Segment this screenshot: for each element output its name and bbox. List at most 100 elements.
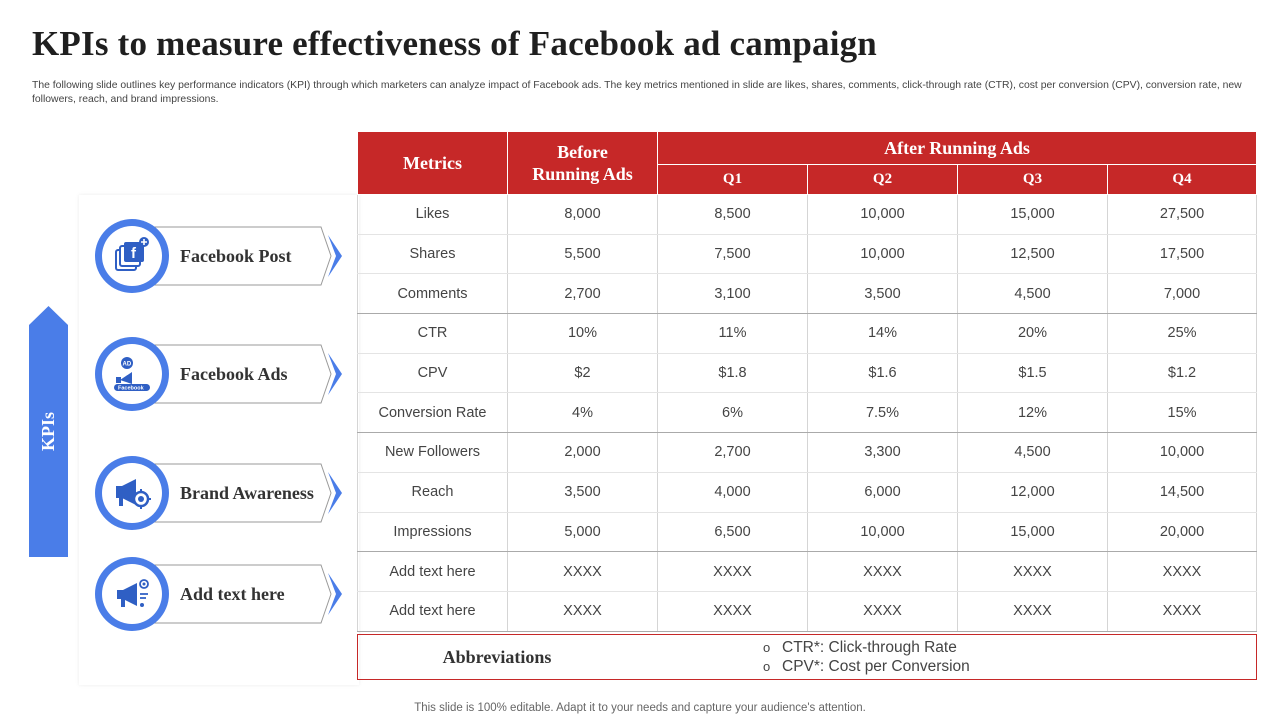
table-cell: 4,000 — [657, 472, 808, 513]
table-cell: 12,000 — [957, 472, 1108, 513]
table-cell: 10,000 — [807, 194, 958, 235]
table-row: Conversion Rate 4% 6% 7.5% 12% 15% — [357, 392, 1258, 434]
table-cell: XXXX — [807, 551, 958, 592]
metric-name-cell: Impressions — [357, 512, 508, 553]
tag-shape — [135, 463, 342, 523]
table-cell: $1.8 — [657, 353, 808, 394]
table-cell: 11% — [657, 313, 808, 354]
svg-text:AD: AD — [123, 362, 132, 368]
table-row: Impressions 5,000 6,500 10,000 15,000 20,000 — [357, 512, 1258, 553]
table-cell: 15% — [1107, 392, 1258, 434]
table-cell: 2,700 — [507, 273, 658, 315]
table-cell: 5,500 — [507, 234, 658, 275]
table-cell: 3,500 — [807, 273, 958, 315]
tag-shape — [135, 344, 342, 404]
table-cell: 15,000 — [957, 512, 1108, 553]
svg-text:f: f — [131, 245, 137, 262]
metric-name-cell: Add text here — [357, 591, 508, 632]
footer-note: This slide is 100% editable. Adapt it to… — [414, 702, 866, 714]
table-cell: 6,500 — [657, 512, 808, 553]
metric-name-cell: Add text here — [357, 551, 508, 592]
table-cell: 10% — [507, 313, 658, 354]
table-row: CPV $2 $1.8 $1.6 $1.5 $1.2 — [357, 353, 1258, 394]
header-metrics: Metrics — [357, 131, 508, 195]
table-cell: XXXX — [957, 591, 1108, 632]
facebook-ads-icon: AD Facebook — [95, 337, 169, 411]
table-cell: 27,500 — [1107, 194, 1258, 235]
table-cell: 2,700 — [657, 432, 808, 473]
table-cell: 12,500 — [957, 234, 1108, 275]
up-arrow-icon — [29, 306, 68, 557]
table-cell: XXXX — [1107, 551, 1258, 592]
abbreviations-list: CTR*: Click-through Rate CPV*: Cost per … — [763, 638, 970, 676]
header-q4: Q4 — [1106, 164, 1258, 195]
kpi-table: Metrics Before Running Ads After Running … — [357, 131, 1258, 632]
table-cell: 17,500 — [1107, 234, 1258, 275]
abbreviation-item: CTR*: Click-through Rate — [763, 638, 970, 657]
table-cell: XXXX — [1107, 591, 1258, 632]
table-row: Add text here XXXX XXXX XXXX XXXX XXXX — [357, 551, 1258, 592]
metric-name-cell: CPV — [357, 353, 508, 394]
table-cell: 5,000 — [507, 512, 658, 553]
page-subtitle: The following slide outlines key perform… — [32, 80, 1242, 105]
megaphone-icon — [95, 557, 169, 631]
table-cell: 7,000 — [1107, 273, 1258, 315]
table-cell: 12% — [957, 392, 1108, 434]
table-cell: $2 — [507, 353, 658, 394]
table-cell: 10,000 — [807, 234, 958, 275]
table-cell: 4,500 — [957, 432, 1108, 473]
table-row: New Followers 2,000 2,700 3,300 4,500 10,000 — [357, 432, 1258, 473]
table-row: Add text here XXXX XXXX XXXX XXXX XXXX — [357, 591, 1258, 632]
kpi-item-label: Brand Awareness — [180, 482, 314, 503]
table-cell: 8,500 — [657, 194, 808, 235]
kpi-item-label: Facebook Post — [180, 245, 292, 266]
table-cell: 20,000 — [1107, 512, 1258, 553]
brand-awareness-icon — [95, 456, 169, 530]
table-row: Comments 2,700 3,100 3,500 4,500 7,000 — [357, 273, 1258, 315]
kpi-item-facebook-ads: AD Facebook Facebook Ads — [95, 337, 347, 411]
table-cell: 15,000 — [957, 194, 1108, 235]
kpi-arrow-label: KPIs — [38, 411, 59, 452]
table-cell: 25% — [1107, 313, 1258, 354]
abbreviation-item: CPV*: Cost per Conversion — [763, 657, 970, 676]
table-cell: 20% — [957, 313, 1108, 354]
table-cell: 8,000 — [507, 194, 658, 235]
table-cell: XXXX — [957, 551, 1108, 592]
metric-name-cell: Comments — [357, 273, 508, 315]
kpi-arrow — [29, 306, 68, 557]
tag-shape — [135, 564, 342, 624]
metric-name-cell: Likes — [357, 194, 508, 235]
table-cell: XXXX — [657, 551, 808, 592]
table-cell: 4,500 — [957, 273, 1108, 315]
kpi-item-brand-awareness: Brand Awareness — [95, 456, 347, 530]
table-row: Likes 8,000 8,500 10,000 15,000 27,500 — [357, 194, 1258, 235]
table-cell: 6% — [657, 392, 808, 434]
table-cell: 3,100 — [657, 273, 808, 315]
kpi-item-label: Add text here — [180, 583, 285, 604]
table-row: CTR 10% 11% 14% 20% 25% — [357, 313, 1258, 354]
table-cell: XXXX — [507, 551, 658, 592]
table-cell: $1.5 — [957, 353, 1108, 394]
kpi-item-facebook-post: f Facebook Post — [95, 219, 347, 293]
table-cell: 6,000 — [807, 472, 958, 513]
tag-shape — [135, 226, 342, 286]
table-cell: XXXX — [507, 591, 658, 632]
table-cell: XXXX — [807, 591, 958, 632]
metric-name-cell: CTR — [357, 313, 508, 354]
table-cell: 3,500 — [507, 472, 658, 513]
metric-name-cell: Shares — [357, 234, 508, 275]
kpi-item-add-text: Add text here — [95, 557, 347, 631]
table-cell: $1.2 — [1107, 353, 1258, 394]
table-cell: 3,300 — [807, 432, 958, 473]
table-cell: 4% — [507, 392, 658, 434]
metric-name-cell: New Followers — [357, 432, 508, 473]
header-q1: Q1 — [657, 164, 808, 195]
table-cell: 14% — [807, 313, 958, 354]
table-row: Reach 3,500 4,000 6,000 12,000 14,500 — [357, 472, 1258, 513]
table-cell: $1.6 — [807, 353, 958, 394]
svg-text:Facebook: Facebook — [118, 386, 145, 392]
facebook-post-icon: f — [95, 219, 169, 293]
table-cell: 2,000 — [507, 432, 658, 473]
header-q2: Q2 — [807, 164, 958, 195]
page-title: KPIs to measure effectiveness of Faceboo… — [32, 24, 877, 63]
